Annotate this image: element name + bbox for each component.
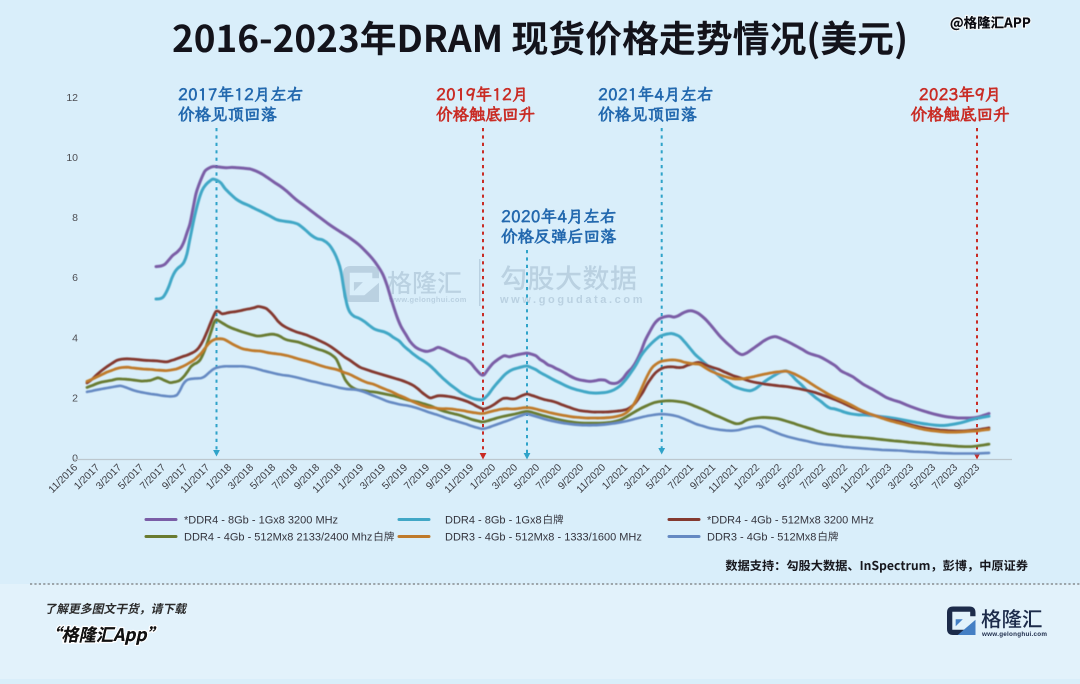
svg-text:www.gelonghui.com: www.gelonghui.com bbox=[388, 295, 467, 304]
svg-text:www.gogudata.com: www.gogudata.com bbox=[499, 294, 645, 306]
svg-text:www.gelonghui.com: www.gelonghui.com bbox=[981, 631, 1047, 638]
svg-text:10: 10 bbox=[66, 152, 78, 164]
svg-text:*DDR4 - 4Gb - 512Mx8 3200 MHz: *DDR4 - 4Gb - 512Mx8 3200 MHz bbox=[707, 514, 874, 526]
svg-text:DDR3 - 4Gb - 512Mx8: DDR3 - 4Gb - 512Mx8 bbox=[707, 531, 816, 543]
svg-text:12: 12 bbox=[66, 92, 78, 104]
svg-text:0: 0 bbox=[72, 453, 78, 465]
svg-text:8: 8 bbox=[72, 212, 78, 224]
svg-text:*DDR4 - 8Gb - 1Gx8 3200 MHz: *DDR4 - 8Gb - 1Gx8 3200 MHz bbox=[184, 514, 338, 526]
svg-text:4: 4 bbox=[72, 332, 78, 344]
svg-text:DDR4 - 4Gb - 512Mx8 2133/2400: DDR4 - 4Gb - 512Mx8 2133/2400 Mhz bbox=[184, 531, 372, 543]
svg-text:2: 2 bbox=[72, 392, 78, 404]
svg-text:6: 6 bbox=[72, 272, 78, 284]
svg-text:DDR3 - 4Gb - 512Mx8 - 1333/160: DDR3 - 4Gb - 512Mx8 - 1333/1600 MHz bbox=[445, 531, 642, 543]
svg-text:DDR4 - 8Gb - 1Gx8: DDR4 - 8Gb - 1Gx8 bbox=[445, 514, 542, 526]
